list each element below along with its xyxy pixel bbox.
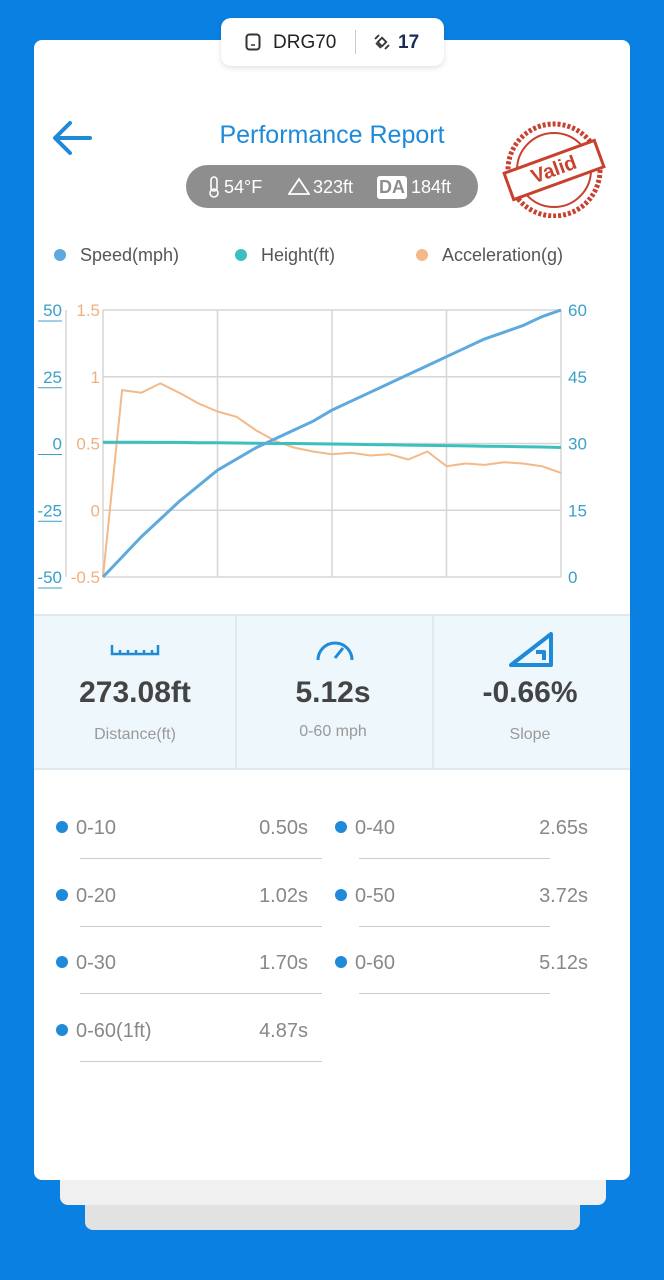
slope-icon	[509, 632, 553, 667]
speed-icon	[316, 641, 354, 661]
y2-tick-label: 45	[568, 368, 587, 387]
y2-tick-label: 15	[568, 501, 587, 520]
split-label: 0-40	[355, 817, 396, 839]
split-time: 5.12s	[539, 952, 588, 974]
split-label: 0-60(1ft)	[76, 1019, 152, 1042]
split-time: 2.65s	[539, 817, 588, 839]
stat-label: Slope	[509, 726, 551, 743]
split-time: 1.70s	[259, 952, 308, 974]
legend-label: Height(ft)	[261, 245, 335, 265]
series-line	[103, 440, 562, 449]
density-altitude: 184ft	[411, 177, 452, 197]
split-dot	[56, 821, 68, 833]
y3-tick-label: 1.5	[76, 301, 100, 320]
stat-value: 5.12s	[295, 676, 371, 709]
split-dot	[335, 888, 347, 901]
legend-dot	[416, 249, 428, 261]
split-time: 3.72s	[539, 884, 588, 907]
divider	[355, 30, 356, 54]
satellite-count: 17	[398, 32, 420, 53]
y-tick-label: -50	[37, 568, 62, 587]
stat-value: -0.66%	[482, 676, 578, 709]
legend-label: Speed(mph)	[80, 245, 179, 265]
y-tick-label: 25	[43, 368, 62, 387]
da-badge: DA	[377, 176, 407, 199]
series-line	[101, 308, 562, 579]
altitude-icon	[288, 177, 310, 195]
device-name: DRG70	[273, 32, 337, 53]
split-divider	[80, 858, 322, 859]
split-label: 0-10	[76, 817, 117, 839]
stat-label: 0-60 mph	[299, 723, 367, 740]
split-label: 0-20	[76, 884, 117, 907]
temperature: 54°F	[224, 177, 263, 197]
y2-tick-label: 60	[568, 301, 587, 320]
split-label: 0-60	[355, 952, 396, 974]
y-tick-label: -25	[37, 501, 62, 520]
y-tick-label: 0	[53, 435, 62, 454]
device-tab[interactable]: DRG70 17	[221, 18, 444, 66]
satellite-icon	[374, 34, 390, 50]
device-icon	[245, 33, 261, 51]
y3-tick-label: -0.5	[71, 568, 100, 587]
split-divider	[359, 993, 550, 994]
split-divider	[80, 925, 322, 927]
divider	[235, 616, 237, 768]
report-card	[34, 40, 630, 1180]
split-label: 0-50	[355, 884, 396, 907]
legend-dot	[54, 249, 66, 261]
altitude: 323ft	[313, 177, 354, 197]
valid-stamp: Valid	[502, 121, 606, 218]
y3-tick-label: 0.5	[76, 435, 100, 454]
y3-tick-label: 0	[91, 501, 100, 520]
y2-tick-label: 0	[568, 568, 577, 587]
split-divider	[359, 925, 550, 927]
split-dot	[335, 821, 347, 833]
chart: Speed(mph) Height(ft) Acceleration(g) -50 -2…	[37, 245, 587, 589]
split-time: 1.02s	[259, 884, 308, 907]
conditions-pill: 54°F 323ft DA 184ft	[186, 165, 478, 208]
split-dot	[335, 956, 347, 968]
split-divider	[359, 858, 550, 859]
stats-panel	[34, 614, 630, 770]
legend-dot	[235, 249, 247, 261]
split-dot	[56, 888, 68, 901]
split-time: 0.50s	[259, 817, 308, 839]
stat-value: 273.08ft	[79, 676, 191, 709]
divider	[432, 616, 434, 768]
series-line	[102, 382, 562, 578]
split-dot	[56, 1023, 68, 1036]
split-dot	[56, 956, 68, 968]
split-label: 0-30	[76, 952, 117, 974]
split-time: 4.87s	[259, 1019, 308, 1042]
y3-tick-label: 1	[91, 368, 100, 387]
split-divider	[80, 1060, 322, 1062]
page-title: Performance Report	[219, 121, 445, 149]
split-divider	[80, 993, 322, 994]
legend-label: Acceleration(g)	[442, 245, 563, 265]
back-button[interactable]	[50, 118, 96, 158]
thermometer-icon	[209, 176, 219, 198]
distance-icon	[110, 645, 160, 656]
y-tick-label: 50	[43, 301, 62, 320]
y2-tick-label: 30	[568, 435, 587, 454]
stat-label: Distance(ft)	[94, 726, 176, 743]
